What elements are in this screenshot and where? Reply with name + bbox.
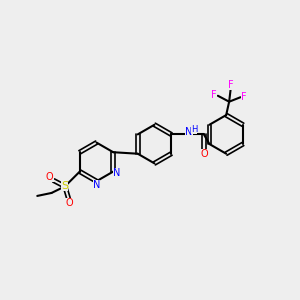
Text: H: H <box>191 124 197 134</box>
Text: O: O <box>46 172 54 182</box>
Text: O: O <box>200 149 208 159</box>
Text: S: S <box>61 182 68 191</box>
Text: F: F <box>212 90 217 100</box>
Text: N: N <box>185 127 193 137</box>
Text: F: F <box>228 80 234 90</box>
Text: N: N <box>113 168 121 178</box>
Text: O: O <box>65 198 73 208</box>
Text: N: N <box>93 180 100 190</box>
Text: F: F <box>241 92 247 102</box>
